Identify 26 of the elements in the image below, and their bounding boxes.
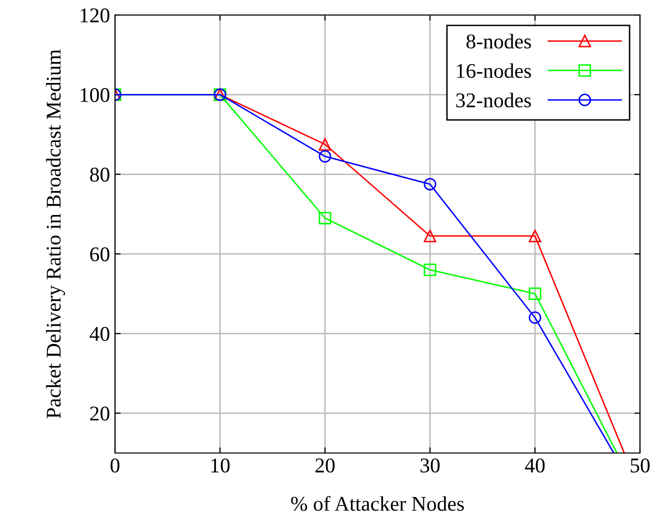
x-axis-title: % of Attacker Nodes <box>291 496 464 511</box>
point <box>318 150 332 163</box>
y-tick-label: 80 <box>90 168 110 182</box>
x-tick-label: 0 <box>110 458 120 473</box>
y-tick-label: 120 <box>80 8 110 22</box>
point <box>528 311 542 324</box>
x-tick-label: 10 <box>211 458 230 473</box>
x-tick-label: 20 <box>316 458 335 473</box>
point <box>424 178 436 190</box>
y-tick-label: 100 <box>80 88 110 102</box>
legend-label: 8-nodes <box>466 34 531 49</box>
y-axis-title: Packet Delivery Ratio in Broadcast Medium <box>46 49 65 418</box>
point <box>318 138 332 151</box>
legend-label: 32-nodes <box>456 92 531 108</box>
legend-label: 16-nodes <box>457 63 531 78</box>
x-tick-label: 50 <box>630 458 650 473</box>
point <box>528 230 542 242</box>
y-tick-label: 40 <box>90 326 110 341</box>
point <box>528 287 542 300</box>
x-tick-label: 40 <box>524 458 545 473</box>
x-tick-label: 30 <box>420 458 440 473</box>
point <box>424 264 436 276</box>
point <box>424 230 436 242</box>
y-tick-label: 20 <box>90 406 110 421</box>
y-tick-label: 60 <box>90 247 110 262</box>
point <box>318 212 332 224</box>
